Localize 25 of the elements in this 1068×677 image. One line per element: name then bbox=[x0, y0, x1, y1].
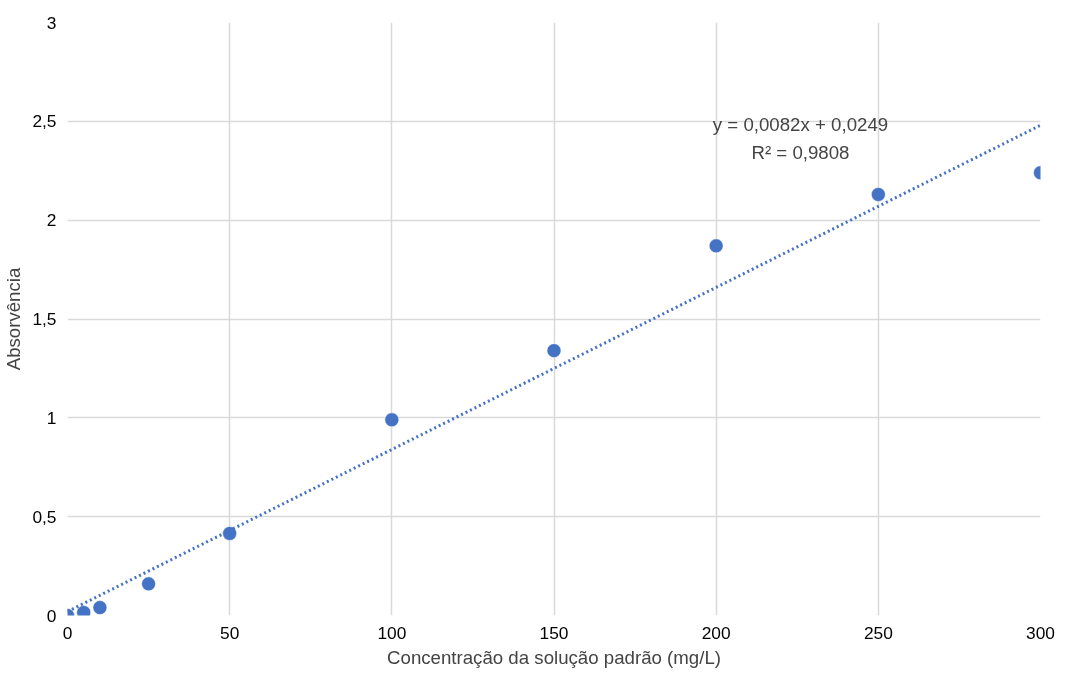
point bbox=[92, 600, 108, 615]
point bbox=[222, 526, 237, 541]
x-tick-label: 150 bbox=[539, 622, 569, 643]
y-tick-label: 1,5 bbox=[32, 309, 57, 329]
annotation: R² = 0,9808 bbox=[751, 141, 850, 163]
y-tick-label: 0,5 bbox=[32, 506, 57, 527]
point bbox=[546, 343, 562, 358]
point bbox=[384, 412, 400, 428]
annotation: y = 0,0082x + 0,0249 bbox=[712, 114, 889, 136]
y-tick-label: 3 bbox=[46, 12, 57, 33]
x-tick-label: 100 bbox=[377, 622, 407, 643]
point bbox=[871, 187, 886, 202]
y-axis-title: Absorvência bbox=[3, 267, 25, 371]
x-axis-title: Concentração da solução padrão (mg/L) bbox=[387, 646, 721, 668]
x-tick-label: 300 bbox=[1026, 622, 1055, 643]
y-tick-label: 2 bbox=[46, 210, 57, 231]
y-tick-label: 1 bbox=[46, 407, 57, 428]
point bbox=[708, 238, 724, 254]
x-tick-label: 250 bbox=[863, 622, 893, 643]
x-tick-label: 50 bbox=[220, 622, 240, 643]
y-tick-label: 2,5 bbox=[32, 111, 57, 132]
point bbox=[141, 576, 156, 592]
y-tick-label: 0 bbox=[46, 605, 57, 626]
x-tick-label: 0 bbox=[62, 622, 73, 643]
x-tick-label: 200 bbox=[701, 622, 731, 643]
